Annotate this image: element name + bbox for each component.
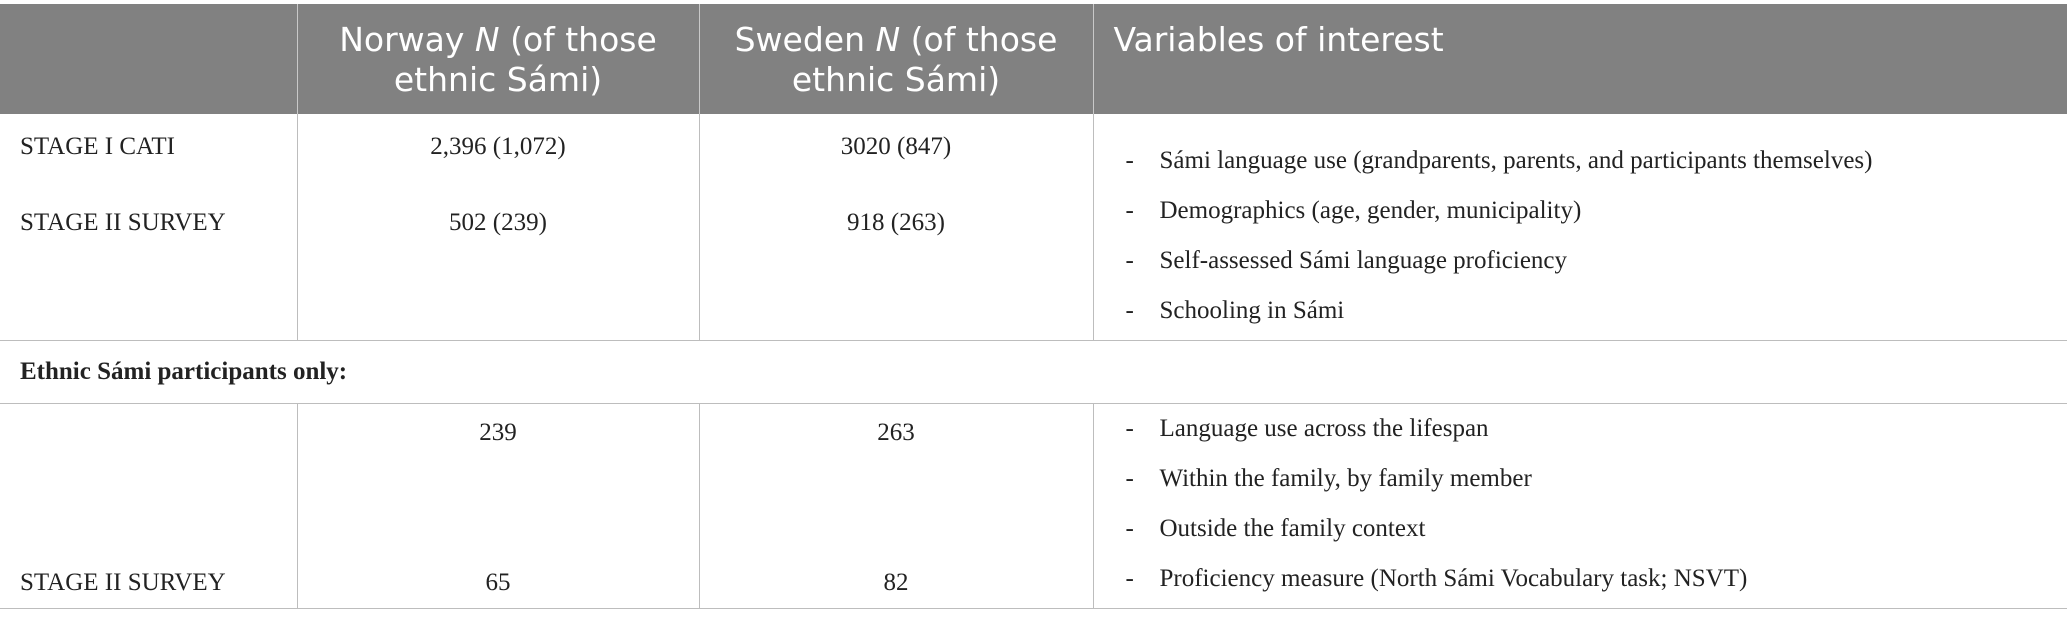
norway-cell: 2,396 (1,072) 502 (239)	[297, 114, 700, 341]
sweden-cell: 3020 (847) 918 (263)	[699, 114, 1094, 341]
variable-item: - Self-assessed Sámi language proficiency	[1125, 247, 1568, 274]
sweden-value: 82	[883, 569, 909, 596]
stage-label: STAGE II SURVEY	[20, 209, 226, 236]
norway-value: 65	[485, 569, 511, 596]
header-norway: Norway N (of those ethnic Sámi)	[297, 4, 700, 114]
sweden-value: 3020 (847)	[840, 133, 952, 160]
variable-item: - Outside the family context	[1125, 515, 1426, 542]
variables-cell: - Language use across the lifespan - Withi…	[1093, 403, 2067, 609]
data-table: Norway N (of those ethnic Sámi) Sweden N…	[0, 4, 2067, 609]
header-row: Norway N (of those ethnic Sámi) Sweden N…	[0, 4, 2067, 114]
variables-cell: - Sámi language use (grandparents, parent…	[1093, 114, 2067, 341]
header-sweden: Sweden N (of those ethnic Sámi)	[699, 4, 1094, 114]
stage-label: STAGE I CATI	[20, 133, 175, 160]
stage-label: STAGE II SURVEY	[20, 569, 226, 596]
stage-cell: STAGE I CATI STAGE II SURVEY	[0, 114, 298, 341]
variable-item: - Language use across the lifespan	[1125, 415, 1489, 442]
header-variables: Variables of interest	[1093, 4, 2067, 114]
norway-value: 502 (239)	[449, 209, 547, 236]
table-row: STAGE I CATI STAGE II SURVEY 2,396 (1,07…	[0, 114, 2067, 341]
norway-cell: 239 65	[297, 403, 700, 609]
stage-cell: STAGE II SURVEY	[0, 403, 298, 609]
norway-value: 2,396 (1,072)	[430, 133, 566, 160]
table-row: STAGE II SURVEY 239 65 263 82 - Language …	[0, 403, 2067, 609]
sweden-value: 918 (263)	[847, 209, 945, 236]
variable-item: - Sámi language use (grandparents, parent…	[1125, 147, 1873, 174]
sweden-cell: 263 82	[699, 403, 1094, 609]
variable-item: - Proficiency measure (North Sámi Vocabul…	[1125, 565, 1748, 592]
section-row: Ethnic Sámi participants only:	[0, 340, 2067, 404]
header-empty	[0, 4, 298, 114]
sweden-value: 263	[877, 419, 915, 446]
norway-value: 239	[479, 419, 517, 446]
variable-item: - Within the family, by family member	[1125, 465, 1532, 492]
section-label: Ethnic Sámi participants only:	[0, 340, 2067, 404]
variable-item: - Schooling in Sámi	[1125, 297, 1345, 324]
variable-item: - Demographics (age, gender, municipality…	[1125, 197, 1582, 224]
